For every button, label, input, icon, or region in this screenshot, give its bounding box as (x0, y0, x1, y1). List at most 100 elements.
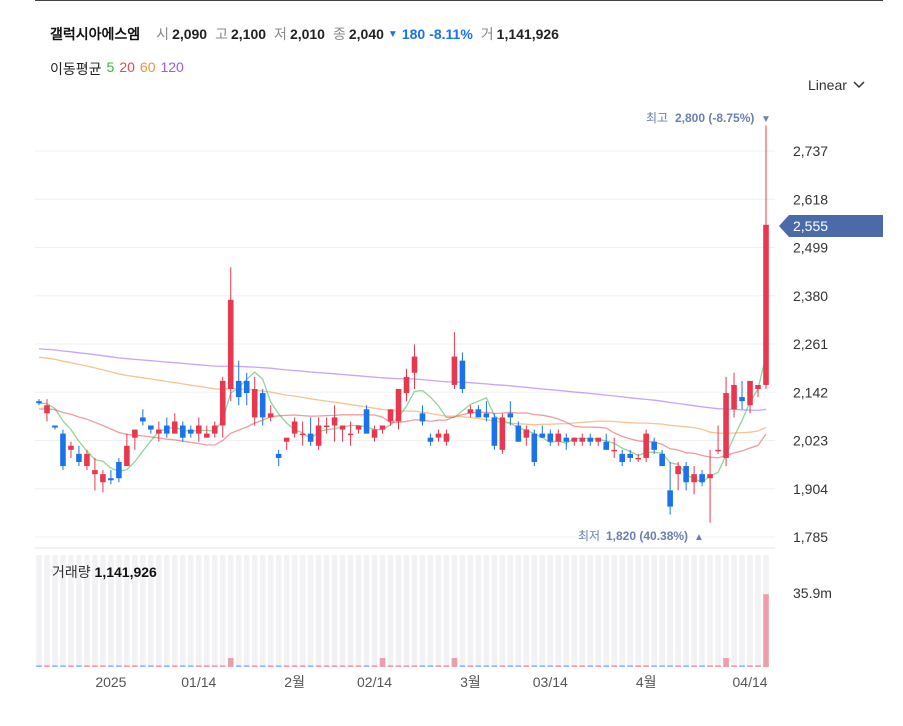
volume-bg-bar (515, 555, 522, 667)
volume-bg-bar (235, 555, 242, 667)
candle (243, 372, 250, 406)
candle-body (92, 470, 98, 475)
candle-body (563, 437, 570, 442)
candle (699, 470, 705, 487)
ma-legend-5[interactable]: 5 (106, 59, 115, 75)
volume-bar (100, 665, 106, 667)
volume-bar (635, 665, 641, 667)
volume-bar (211, 665, 218, 667)
open-label: 시 (156, 26, 170, 42)
y-tick-label: 2,023 (793, 433, 828, 449)
candlesticks (36, 125, 769, 523)
candle (451, 332, 458, 390)
volume-bar (132, 665, 138, 667)
candle (547, 429, 554, 446)
volume-bg-bar (323, 555, 330, 667)
volume-bar (108, 665, 114, 667)
volume-label: 거 (480, 26, 494, 42)
candle-body (699, 474, 705, 483)
ma-legend-20[interactable]: 20 (119, 59, 135, 75)
volume-bg-bar (203, 555, 210, 667)
volume-bar (172, 665, 178, 667)
volume-bg-bar (635, 555, 641, 667)
candle-body (643, 433, 649, 458)
candle-body (515, 425, 522, 442)
candle (491, 413, 498, 450)
volume-bg-bar (339, 555, 346, 667)
candle (172, 413, 178, 434)
y-tick-label: 2,499 (793, 240, 828, 256)
candle-body (187, 429, 194, 434)
volume-bar (667, 665, 673, 667)
candle-body (148, 425, 154, 430)
volume-bar (339, 665, 346, 667)
volume-bar (251, 665, 258, 667)
volume-bar (571, 665, 578, 667)
candle-body (235, 380, 242, 398)
volume-bar (459, 665, 466, 667)
candle-body (379, 425, 386, 430)
candle (251, 376, 258, 426)
candle (659, 449, 665, 467)
candle-body (411, 356, 418, 373)
volume-bar (243, 665, 250, 667)
ma-legend-120[interactable]: 120 (160, 59, 184, 75)
volume-panel-label: 거래량 1,141,926 (52, 562, 157, 582)
volume-bg-bar (539, 555, 546, 667)
candle (363, 405, 370, 434)
volume-bg-bar (395, 555, 402, 667)
high-annotation-label: 최고 (646, 111, 668, 125)
scale-dropdown[interactable]: Linear (808, 77, 865, 93)
volume-bar (603, 665, 610, 667)
candle-body (323, 425, 330, 427)
candle (467, 405, 474, 418)
volume-bar (44, 665, 50, 667)
candle (124, 433, 130, 467)
candle (187, 425, 194, 438)
volume-bar (331, 665, 338, 667)
volume-bar (411, 665, 418, 667)
candle-body (427, 437, 434, 442)
low-annotation-label: 최저 (578, 529, 600, 543)
candle (595, 437, 602, 446)
candle-body (108, 478, 114, 481)
volume-bar (275, 665, 282, 667)
volume-bar (467, 665, 474, 667)
candle (164, 417, 170, 438)
volume-bg-bar (683, 555, 689, 667)
volume-panel-value: 1,141,926 (94, 564, 157, 580)
volume-bar (92, 665, 98, 667)
volume-bar (379, 658, 386, 667)
candle-body (227, 299, 234, 390)
volume-bg-bar (116, 555, 122, 667)
volume-bg-bar (443, 555, 450, 667)
volume-bar (763, 594, 769, 667)
volume-axis-max: 35.9m (793, 585, 832, 601)
volume-bar (203, 665, 210, 667)
volume-bg-bar (387, 555, 394, 667)
volume-bg-bar (427, 555, 434, 667)
volume-bar (675, 665, 681, 667)
volume-bg-bar (148, 555, 154, 667)
volume-bar (235, 665, 242, 667)
y-tick-label: 1,904 (793, 481, 828, 497)
volume-bar (747, 665, 753, 667)
ma-legend-60[interactable]: 60 (139, 59, 156, 75)
candle (627, 449, 633, 462)
volume-bg-bar (315, 555, 322, 667)
candle-body (347, 433, 354, 436)
candle-body (763, 224, 769, 385)
candle (259, 389, 266, 426)
candle-body (547, 433, 554, 442)
x-tick-label: 02/14 (357, 674, 392, 690)
ma-line-60 (38, 356, 767, 434)
candle (747, 380, 753, 414)
volume-bar (156, 665, 162, 667)
candle-body (507, 413, 514, 418)
stock-name: 갤럭시아에스엠 (50, 26, 141, 42)
candle (555, 429, 562, 446)
candle (140, 409, 146, 426)
candle (403, 368, 410, 402)
high-annotation: 최고 2,800 (-8.75%) ▼ (646, 111, 771, 125)
